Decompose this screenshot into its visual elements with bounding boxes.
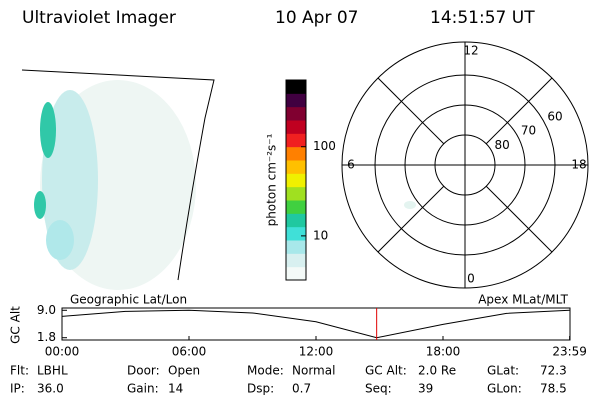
date: 10 Apr 07 (275, 8, 358, 28)
colorbar-segment (286, 120, 306, 134)
colorbar-segment (286, 200, 306, 214)
polar-diagonal (485, 77, 553, 145)
image-blob (40, 102, 56, 158)
status-value: Open (168, 364, 200, 378)
status-value: Normal (292, 364, 335, 378)
colorbar-segment (286, 240, 306, 254)
status-label: IP: (10, 382, 25, 396)
x-tick-label: 12:00 (299, 345, 334, 359)
colorbar-segment (286, 173, 306, 188)
polar-ring-label: 60 (547, 110, 562, 124)
status-value: 2.0 Re (418, 364, 456, 378)
status-label: Flt: (10, 364, 29, 378)
image-panel (21, 69, 215, 290)
colorbar-segment (286, 160, 306, 174)
polar-diagonal (485, 185, 553, 253)
colorbar-frame (285, 79, 307, 281)
status-label: Dsp: (247, 382, 274, 396)
status-label: Seq: (365, 382, 392, 396)
polar-diagonal (377, 185, 445, 253)
x-tick-label: 00:00 (45, 345, 80, 359)
y-tick-label: 9.0 (37, 303, 56, 317)
status-value: 78.5 (540, 382, 567, 396)
y-tick-label: 1.8 (37, 330, 56, 344)
status-value: LBHL (37, 364, 68, 378)
image-border (21, 69, 215, 281)
colorbar-tick-label: 100 (313, 139, 336, 153)
polar-mlt-label: 6 (347, 158, 355, 172)
status-label: Gain: (127, 382, 159, 396)
image-blob (46, 220, 74, 260)
colorbar-segment (286, 226, 306, 241)
plot-frame (61, 307, 571, 341)
polar-diagonal (377, 77, 445, 145)
polar-data (404, 201, 416, 209)
status-value: 36.0 (37, 382, 64, 396)
polar-ring-label: 70 (521, 124, 536, 138)
y-axis-label: GC Alt (9, 306, 23, 344)
colorbar-tick-label: 10 (313, 228, 328, 242)
colorbar-segment (286, 213, 306, 228)
instrument-title: Ultraviolet Imager (22, 8, 176, 28)
status-label: GC Alt: (365, 364, 407, 378)
x-tick-label: 18:00 (426, 345, 461, 359)
x-tick-label: 23:59 (552, 345, 587, 359)
status-value: 72.3 (540, 364, 567, 378)
colorbar-segment (286, 253, 306, 268)
strip-left-label: Geographic Lat/Lon (70, 293, 187, 307)
status-label: Door: (127, 364, 160, 378)
status-value: 14 (168, 382, 183, 396)
status-value: 0.7 (292, 382, 311, 396)
colorbar-segment (286, 133, 306, 148)
x-tick-label: 06:00 (172, 345, 207, 359)
polar-mlt-label: 12 (463, 44, 478, 58)
colorbar-segment (286, 80, 306, 94)
colorbar-segment (286, 93, 306, 108)
strip-right-label: Apex MLat/MLT (478, 293, 568, 307)
status-label: Mode: (247, 364, 284, 378)
polar-mlt-label: 0 (467, 272, 475, 286)
polar-ring-label: 80 (494, 138, 509, 152)
image-blob (34, 191, 46, 219)
status-label: GLon: (487, 382, 522, 396)
colorbar-label: photon cm⁻²s⁻¹ (265, 133, 279, 226)
status-label: GLat: (487, 364, 519, 378)
altitude-line (61, 309, 570, 339)
polar-mlt-label: 18 (571, 158, 586, 172)
status-value: 39 (418, 382, 433, 396)
colorbar-segment (286, 186, 306, 201)
colorbar-segment (286, 146, 306, 161)
colorbar-segment (286, 266, 306, 281)
colorbar-segment (286, 106, 306, 121)
time: 14:51:57 UT (430, 8, 535, 28)
